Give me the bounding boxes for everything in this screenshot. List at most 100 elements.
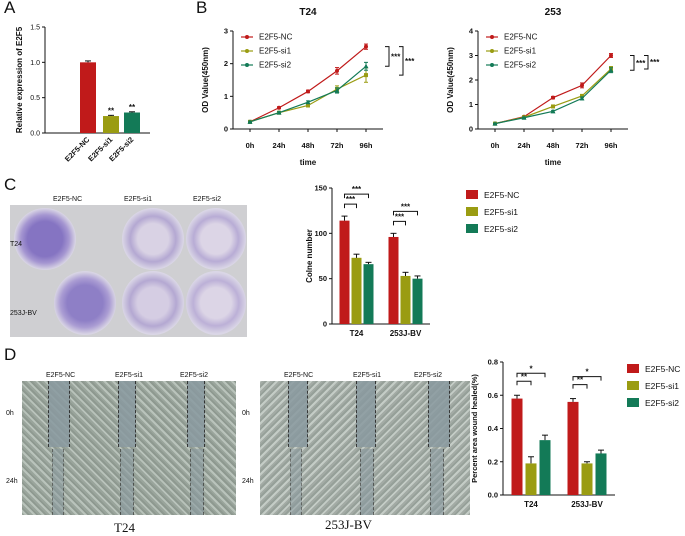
wound-row-label: 0h <box>6 410 14 417</box>
b1-title: T24 <box>299 7 317 18</box>
wound-row-label: 24h <box>242 478 254 485</box>
wound-col-label: E2F5-NC <box>284 372 314 379</box>
d-sig-bracket <box>516 380 532 386</box>
d-legend-swatch <box>627 398 639 407</box>
b1-series-line <box>249 46 367 123</box>
wound-caption-t24: T24 <box>114 520 135 535</box>
d-bar <box>595 453 607 495</box>
d-y-label: Percent area wound healed(%) <box>470 374 479 483</box>
b1-y-tick-label: 0 <box>224 125 228 134</box>
a-y-tick-label: 0.5 <box>30 95 40 102</box>
c-sig-bracket <box>344 203 357 209</box>
b2-sig-bracket <box>630 55 635 71</box>
a-y-label: Relative expression of E2F5 <box>15 26 24 133</box>
wound-row-label: 24h <box>6 478 18 485</box>
d-sig-bracket <box>516 372 546 378</box>
d-sig-label: ** <box>521 372 528 381</box>
b1-legend-label: E2F5-NC <box>259 33 293 42</box>
wound-photo-grid-t24 <box>22 381 236 515</box>
panel-label-b: B <box>196 0 208 17</box>
colony-col-label: E2F5-NC <box>53 196 83 203</box>
wound-gap <box>120 449 134 515</box>
c-bar <box>400 275 411 324</box>
b1-y-tick-label: 3 <box>224 27 228 36</box>
b1-point <box>364 73 368 78</box>
b1-sig-bracket <box>399 46 404 76</box>
panel-label-d: D <box>4 345 17 364</box>
colony-dish <box>186 271 246 335</box>
wound-gap <box>290 449 302 515</box>
b2-x-tick-label: 48h <box>547 141 560 150</box>
d-y-tick-label: 0.2 <box>488 457 498 466</box>
b1-legend-marker <box>245 49 249 53</box>
b2-point <box>551 95 555 100</box>
b1-y-tick-label: 2 <box>224 59 228 68</box>
colony-photo-grid <box>10 205 247 337</box>
c-legend-label: E2F5-NC <box>484 190 519 200</box>
b2-title: 253 <box>545 7 562 18</box>
colony-row-label: T24 <box>10 241 23 248</box>
c-legend-label: E2F5-si2 <box>484 224 518 234</box>
c-bar <box>363 264 374 324</box>
b2-y-tick-label: 3 <box>469 51 473 60</box>
a-sig-label: ** <box>108 106 115 115</box>
b2-sig-bracket <box>644 55 649 70</box>
b1-point <box>247 119 253 124</box>
b2-point <box>551 104 555 109</box>
b1-point <box>364 44 368 49</box>
wound-col-label: E2F5-NC <box>46 372 76 379</box>
wound-gap <box>430 449 444 515</box>
wound-gap <box>428 381 450 447</box>
b1-x-tick-label: 72h <box>331 141 344 150</box>
b2-point <box>609 53 613 58</box>
c-sig-label: *** <box>395 212 405 221</box>
b2-legend-marker <box>490 63 494 67</box>
a-sig-label: ** <box>129 103 136 112</box>
c-x-tick-label: 253J-BV <box>390 329 422 338</box>
b2-y-tick-label: 4 <box>469 27 474 36</box>
a-y-tick-label: 0.0 <box>30 131 40 138</box>
b2-point <box>579 95 585 101</box>
d-y-tick-label: 0.8 <box>488 358 498 367</box>
wound-photo-grid-253j <box>260 381 470 515</box>
d-bar <box>511 398 523 495</box>
c-bar <box>339 220 350 324</box>
c-y-label: Colne number <box>305 229 314 283</box>
c-sig-label: *** <box>352 185 362 194</box>
c-sig-label: *** <box>401 202 411 211</box>
b2-point <box>608 67 614 73</box>
b1-sig-label: *** <box>405 57 415 66</box>
d-bar <box>525 463 537 495</box>
b2-y-tick-label: 1 <box>469 100 473 109</box>
b2-legend-label: E2F5-NC <box>504 33 538 42</box>
b2-x-tick-label: 96h <box>605 141 618 150</box>
colony-col-label: E2F5-si2 <box>193 196 222 203</box>
c-sig-label: *** <box>346 195 356 204</box>
b1-x-tick-label: 48h <box>302 141 315 150</box>
b1-y-label: OD Value(450nm) <box>201 47 210 113</box>
b1-y-tick-label: 1 <box>224 92 228 101</box>
wound-gap <box>288 381 308 447</box>
b1-point <box>305 99 311 105</box>
b2-y-tick-label: 0 <box>469 125 473 134</box>
c-legend-label: E2F5-si1 <box>484 207 518 217</box>
wound-col-label: E2F5-si1 <box>115 372 144 379</box>
wound-caption-253j: 253J-BV <box>325 517 372 532</box>
c-y-tick-label: 150 <box>314 184 327 193</box>
b1-series-line <box>249 74 367 123</box>
c-bar <box>412 278 423 324</box>
b1-x-label: time <box>300 158 317 167</box>
a-bar <box>124 112 140 133</box>
b2-y-label: OD Value(450nm) <box>446 47 455 113</box>
colony-dish <box>14 208 76 270</box>
b1-legend-label: E2F5-si1 <box>259 47 292 56</box>
colony-dish <box>122 271 184 335</box>
c-y-tick-label: 50 <box>319 274 327 283</box>
d-legend-label: E2F5-NC <box>645 364 680 374</box>
d-bar <box>567 401 579 495</box>
d-sig-label: ** <box>577 376 584 385</box>
d-sig-bracket <box>572 384 588 389</box>
b2-point <box>580 83 584 88</box>
colony-dish <box>186 208 246 270</box>
